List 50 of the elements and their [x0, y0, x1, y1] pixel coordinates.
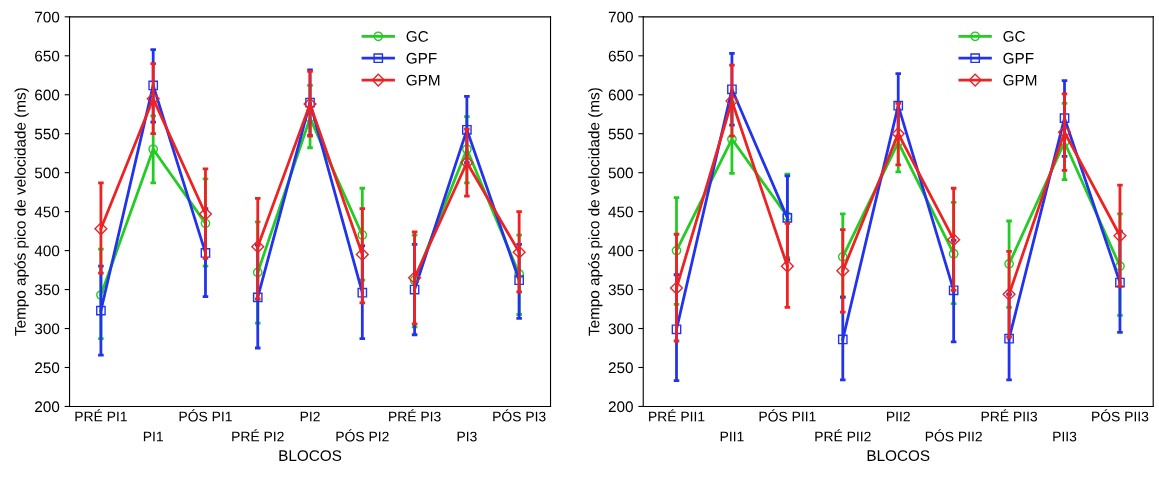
y-tick-label: 400: [34, 245, 60, 257]
legend-label: GC: [1003, 30, 1025, 42]
x-tick-label: PÓS PI2: [336, 429, 389, 442]
x-tick-label: PÓS PII3: [1092, 409, 1149, 422]
x-tick-label: PÓS PI3: [493, 409, 546, 422]
x-tick-label: PÓS PI1: [179, 409, 232, 422]
y-tick-label: 350: [608, 284, 633, 296]
y-tick-label: 350: [34, 284, 60, 296]
x-axis-title: BLOCOS: [867, 450, 930, 462]
legend-label: GPF: [1003, 52, 1034, 64]
y-tick-label: 300: [608, 323, 633, 335]
y-tick-label: 700: [35, 11, 60, 23]
y-tick-label: 650: [608, 50, 633, 62]
y-tick-label: 450: [34, 206, 60, 218]
x-tick-label: PÓS PII1: [759, 409, 816, 422]
y-tick-label: 700: [608, 11, 633, 23]
y-tick-label: 300: [34, 323, 60, 335]
x-tick-label: PRÉ PI1: [75, 409, 127, 422]
x-tick-label: PII1: [720, 431, 744, 442]
legend-label: GPM: [1003, 74, 1037, 86]
legend-label: GPM: [406, 74, 440, 86]
x-tick-label: PRÉ PI2: [232, 429, 284, 442]
y-tick-label: 450: [608, 206, 633, 218]
y-tick-label: 200: [608, 401, 633, 413]
x-tick-label: PRÉ PII1: [649, 409, 705, 422]
y-axis-title: Tempo após pico de velocidade (ms): [588, 88, 603, 336]
x-axis-title: BLOCOS: [279, 450, 342, 462]
y-tick-label: 600: [608, 89, 633, 101]
y-tick-label: 600: [35, 89, 60, 101]
y-tick-label: 550: [608, 128, 633, 140]
x-tick-label: PI3: [457, 431, 477, 442]
y-tick-label: 500: [34, 167, 60, 179]
y-tick-label: 500: [608, 167, 633, 179]
y-tick-label: 250: [608, 362, 633, 374]
y-tick-label: 400: [608, 245, 633, 257]
x-tick-label: PRÉ PI3: [389, 409, 441, 422]
y-axis-title: Tempo após pico de velocidade (ms): [14, 88, 29, 336]
x-tick-label: PRÉ PII3: [981, 409, 1038, 422]
y-tick-label: 650: [35, 50, 60, 62]
x-tick-label: PÓS PII2: [925, 429, 982, 442]
x-tick-label: PII2: [887, 411, 910, 422]
y-tick-label: 550: [34, 128, 60, 140]
x-tick-label: PI1: [143, 431, 163, 442]
legend-label: GPF: [406, 52, 437, 64]
legend-label: GC: [406, 30, 429, 42]
x-tick-label: PRÉ PII2: [815, 429, 871, 442]
y-tick-label: 200: [35, 401, 60, 413]
x-tick-label: PII3: [1053, 431, 1077, 442]
y-tick-label: 250: [35, 362, 60, 374]
x-tick-label: PI2: [300, 411, 320, 422]
